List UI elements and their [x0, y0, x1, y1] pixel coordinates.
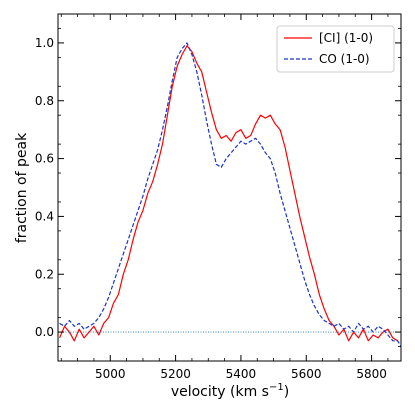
y-tick-label: 0.2: [35, 267, 54, 281]
legend: [CI] (1-0) CO (1-0): [276, 25, 395, 73]
y-tick-label: 1.0: [35, 36, 54, 50]
x-tick-label: 5200: [160, 367, 191, 381]
y-tick-label: 0.4: [35, 209, 54, 223]
x-axis-label: velocity (km s−1): [171, 382, 289, 400]
x-tick-label: 5400: [226, 367, 257, 381]
y-axis-label: fraction of peak: [14, 132, 30, 243]
series-line-ci: [59, 45, 399, 342]
plot-frame: [57, 13, 402, 362]
y-tick-label: 0.8: [35, 94, 54, 108]
plot-area-border: [57, 13, 402, 362]
x-tick-label: 5600: [291, 367, 322, 381]
series-line-co: [59, 42, 402, 347]
x-axis-label-close: ): [284, 384, 289, 400]
y-tick-label: 0.6: [35, 152, 54, 166]
y-tick-label: 0.0: [35, 325, 54, 339]
x-axis-label-main: velocity (km s: [171, 384, 269, 400]
x-tick-label: 5800: [356, 367, 387, 381]
x-tick-label: 5000: [95, 367, 126, 381]
series-layer: [59, 42, 402, 347]
legend-label-ci: [CI] (1-0): [319, 31, 373, 45]
x-axis-label-superscript: −1: [269, 382, 284, 393]
ticks-layer: 5000 5200 5400 5600 5800 0.0 0.2 0.4 0.6 0.8 1.0: [35, 14, 401, 381]
legend-label-co: CO (1-0): [319, 52, 370, 66]
